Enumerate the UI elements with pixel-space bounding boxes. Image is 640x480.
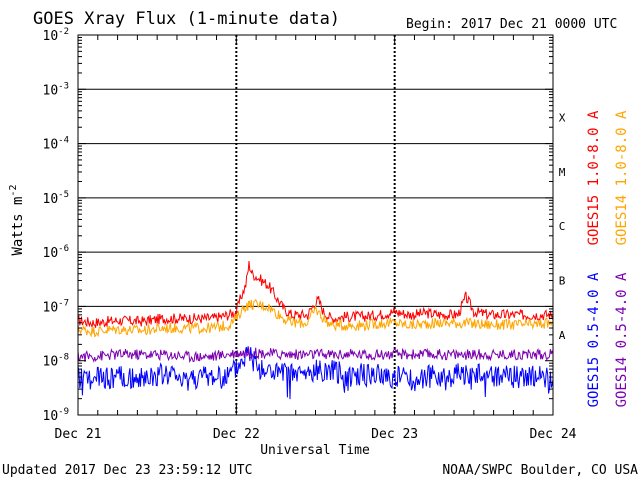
y-tick-label-exponent: -8 (58, 353, 69, 363)
x-tick-label: Dec 23 (371, 427, 418, 442)
x-tick-label: Dec 21 (55, 427, 102, 442)
y-tick-label-base: 10 (43, 409, 59, 424)
updated-timestamp: Updated 2017 Dec 23 23:59:12 UTC (2, 463, 252, 478)
x-tick-label: Dec 24 (530, 427, 577, 442)
plot-frame (77, 34, 554, 416)
y-tick-label-exponent: -9 (58, 407, 69, 417)
legend: GOES15 1.0-8.0 A GOES14 1.0-8.0 A GOES15 0… (586, 110, 630, 407)
y-tick-label-base: 10 (43, 355, 59, 370)
credit-text: NOAA/SWPC Boulder, CO USA (442, 463, 638, 478)
series-line (77, 261, 554, 329)
flare-class-label: A (559, 329, 566, 342)
begin-label: Begin: 2017 Dec 21 0000 UTC (406, 17, 617, 32)
y-tick-label-base: 10 (43, 138, 59, 153)
y-tick-label-exponent: -7 (58, 298, 69, 308)
series-layer (77, 261, 554, 400)
y-tick-label-base: 10 (43, 83, 59, 98)
y-tick-label-base: 10 (43, 300, 59, 315)
y-tick-label-exponent: -4 (58, 136, 69, 146)
legend-entry: GOES15 0.5-4.0 A (586, 272, 602, 407)
flare-class-label: X (559, 112, 566, 125)
y-tick-label-exponent: -3 (58, 81, 69, 91)
y-tick-label-exponent: -5 (58, 190, 69, 200)
y-tick-label: 10-3 (43, 81, 70, 98)
y-axis-label-exponent: -2 (8, 184, 19, 196)
svg-text:Watts m-2: Watts m-2 (8, 184, 26, 255)
legend-entry: GOES15 1.0-8.0 A (586, 110, 602, 245)
y-tick-label: 10-6 (43, 244, 70, 261)
y-tick-label: 10-2 (43, 27, 70, 44)
y-tick-label: 10-7 (43, 298, 70, 315)
plot-area (78, 35, 553, 415)
y-tick-label-exponent: -2 (58, 27, 69, 37)
y-tick-label-base: 10 (43, 192, 59, 207)
y-tick-label-base: 10 (43, 29, 59, 44)
series-line (77, 298, 554, 338)
series-line (77, 346, 554, 400)
flare-class-label: B (559, 275, 566, 288)
legend-entry: GOES14 0.5-4.0 A (614, 272, 630, 407)
y-tick-label-base: 10 (43, 246, 59, 261)
y-tick-label: 10-5 (43, 190, 70, 207)
y-axis-label-text: Watts m (10, 197, 26, 256)
y-tick-label: 10-4 (43, 136, 70, 153)
x-axis-label: Universal Time (260, 443, 370, 458)
y-axis-label: Watts m-2 (8, 184, 26, 255)
series-line (77, 347, 554, 363)
y-tick-label: 10-8 (43, 353, 70, 370)
flare-class-label: M (559, 166, 566, 179)
legend-entry: GOES14 1.0-8.0 A (614, 110, 630, 245)
x-tick-label: Dec 22 (213, 427, 260, 442)
y-tick-label: 10-9 (43, 407, 70, 424)
flare-class-label: C (559, 220, 566, 233)
y-tick-label-exponent: -6 (58, 244, 69, 254)
chart-title: GOES Xray Flux (1-minute data) (33, 9, 340, 29)
